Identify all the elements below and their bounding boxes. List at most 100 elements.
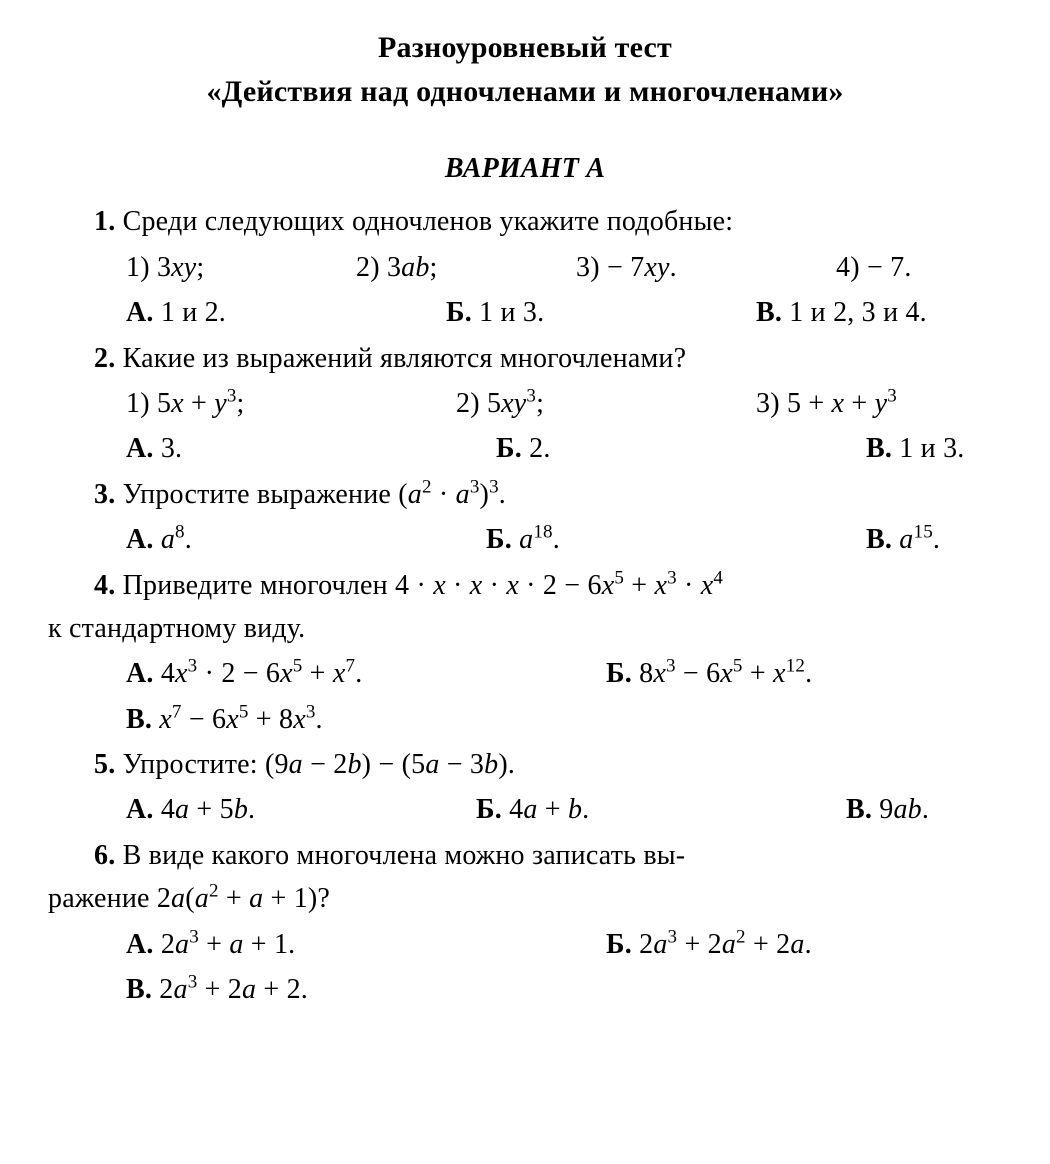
answers-row: А. 4x3 · 2 − 6x5 + x7.Б. 8x3 − 6x5 + x12… xyxy=(126,652,1002,695)
page-title: Разноуровневый тест «Действия над одночл… xyxy=(48,26,1002,113)
question-stem: 4. Приведите многочлен 4 · x · x · x · 2… xyxy=(48,564,1002,607)
item-math: 2a3 + 2a2 + 2a. xyxy=(639,929,812,960)
item-math: 4a + b. xyxy=(509,794,589,825)
question-number: 6. xyxy=(94,840,115,871)
item-math: 2a3 + a + 1. xyxy=(161,929,296,960)
item-label: Б. xyxy=(476,794,502,825)
title-line-1: Разноуровневый тест xyxy=(378,31,672,64)
question-number: 5. xyxy=(94,749,115,780)
item-label: Б. xyxy=(606,929,632,960)
item-label: 2) xyxy=(456,388,480,419)
option-item: 3) 5 + x + y3 xyxy=(756,382,996,425)
item-label: 2) xyxy=(356,252,380,283)
option-item: 1) 3xy; xyxy=(126,246,356,289)
item-label: 1) xyxy=(126,252,150,283)
item-label: В. xyxy=(866,524,892,555)
item-label: А. xyxy=(126,929,154,960)
item-label: В. xyxy=(866,433,892,464)
item-label: В. xyxy=(756,297,782,328)
item-text: 1 и 3. xyxy=(479,297,544,328)
options-row: 1) 5x + y3;2) 5xy3;3) 5 + x + y3 xyxy=(126,382,1002,425)
item-math: 4a + 5b. xyxy=(161,794,255,825)
item-label: А. xyxy=(126,297,154,328)
answer-item: А. 1 и 2. xyxy=(126,291,446,334)
answers-row: А. a8.Б. a18.В. a15. xyxy=(126,518,1002,561)
option-item: 3) − 7xy. xyxy=(576,246,836,289)
item-math: − 7xy. xyxy=(607,252,677,283)
item-label: А. xyxy=(126,794,154,825)
answer-item: Б. 2a3 + 2a2 + 2a. xyxy=(606,923,1006,966)
item-label: А. xyxy=(126,433,154,464)
answer-item: В. 1 и 3. xyxy=(866,427,996,470)
item-label: Б. xyxy=(496,433,522,464)
question-number: 4. xyxy=(94,570,115,601)
item-math: a8. xyxy=(161,524,192,555)
question-number: 3. xyxy=(94,479,115,510)
variant-heading: ВАРИАНТ А xyxy=(48,147,1002,190)
answer-item: А. 3. xyxy=(126,427,496,470)
item-label: А. xyxy=(126,524,154,555)
item-math: 2a3 + 2a + 2. xyxy=(159,974,308,1005)
question-stem-cont: к стандартному виду. xyxy=(48,607,1002,650)
answers-row: А. 2a3 + a + 1.Б. 2a3 + 2a2 + 2a. xyxy=(126,923,1002,966)
item-label: В. xyxy=(846,794,872,825)
option-item: 2) 5xy3; xyxy=(456,382,756,425)
item-math: 4x3 · 2 − 6x5 + x7. xyxy=(161,658,363,689)
page: Разноуровневый тест «Действия над одночл… xyxy=(0,0,1050,1011)
item-label: В. xyxy=(126,974,152,1005)
item-label: 3) xyxy=(756,388,780,419)
question-stem: 5. Упростите: (9a − 2b) − (5a − 3b). xyxy=(48,743,1002,786)
item-label: А. xyxy=(126,658,154,689)
question-stem: 1. Среди следующих одночленов укажите по… xyxy=(48,200,1002,243)
item-text: 1 и 2. xyxy=(161,297,226,328)
question-stem: 6. В виде какого многочлена можно записа… xyxy=(48,834,1002,877)
item-text: 1 и 3. xyxy=(899,433,964,464)
option-item: 1) 5x + y3; xyxy=(126,382,456,425)
answer-item: В. a15. xyxy=(866,518,996,561)
item-label: 1) xyxy=(126,388,150,419)
question-stem: 2. Какие из выражений являются многочлен… xyxy=(48,337,1002,380)
question-stem: 3. Упростите выражение (a2 · a3)3. xyxy=(48,473,1002,516)
item-math: 3ab; xyxy=(387,252,438,283)
answer-item: В. x7 − 6x5 + 8x3. xyxy=(126,698,996,741)
answer-item: А. 4x3 · 2 − 6x5 + x7. xyxy=(126,652,606,695)
answer-item: В. 9ab. xyxy=(846,788,996,831)
answers-row: В. 2a3 + 2a + 2. xyxy=(126,968,1002,1011)
item-math: 8x3 − 6x5 + x12. xyxy=(639,658,812,689)
answer-item: А. a8. xyxy=(126,518,486,561)
answer-item: Б. 4a + b. xyxy=(476,788,846,831)
question-stem-cont: ражение 2a(a2 + a + 1)? xyxy=(48,877,1002,920)
item-math: 5xy3; xyxy=(487,388,544,419)
answer-item: Б. 1 и 3. xyxy=(446,291,756,334)
option-item: 4) − 7. xyxy=(836,246,996,289)
answer-item: В. 2a3 + 2a + 2. xyxy=(126,968,996,1011)
option-item: 2) 3ab; xyxy=(356,246,576,289)
questions-container: 1. Среди следующих одночленов укажите по… xyxy=(48,200,1002,1011)
item-math: 5 + x + y3 xyxy=(787,388,897,419)
item-math: 3xy; xyxy=(157,252,204,283)
answers-row: А. 3.Б. 2.В. 1 и 3. xyxy=(126,427,1002,470)
item-math: x7 − 6x5 + 8x3. xyxy=(159,704,322,735)
item-math: a15. xyxy=(899,524,940,555)
answers-row: В. x7 − 6x5 + 8x3. xyxy=(126,698,1002,741)
item-math: − 7. xyxy=(867,252,912,283)
item-label: 3) xyxy=(576,252,600,283)
item-math: 5x + y3; xyxy=(157,388,245,419)
item-label: Б. xyxy=(606,658,632,689)
options-row: 1) 3xy;2) 3ab;3) − 7xy.4) − 7. xyxy=(126,246,1002,289)
item-text: 3. xyxy=(161,433,182,464)
answer-item: Б. 2. xyxy=(496,427,866,470)
answer-item: В. 1 и 2, 3 и 4. xyxy=(756,291,1016,334)
answer-item: А. 4a + 5b. xyxy=(126,788,476,831)
item-text: 2. xyxy=(529,433,550,464)
question-number: 1. xyxy=(94,206,115,237)
title-line-2: «Действия над одночленами и многочленами… xyxy=(206,75,843,108)
item-label: 4) xyxy=(836,252,860,283)
answer-item: А. 2a3 + a + 1. xyxy=(126,923,606,966)
question-number: 2. xyxy=(94,343,115,374)
answers-row: А. 1 и 2.Б. 1 и 3.В. 1 и 2, 3 и 4. xyxy=(126,291,1002,334)
answers-row: А. 4a + 5b.Б. 4a + b.В. 9ab. xyxy=(126,788,1002,831)
item-label: В. xyxy=(126,704,152,735)
answer-item: Б. a18. xyxy=(486,518,866,561)
item-label: Б. xyxy=(486,524,512,555)
